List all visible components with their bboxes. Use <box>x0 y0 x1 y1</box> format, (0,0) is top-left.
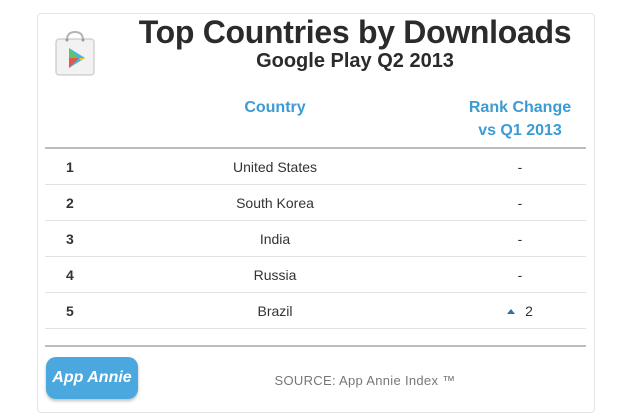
table-row: 3 India - <box>45 221 586 257</box>
table-row: 5 Brazil 2 <box>45 293 586 329</box>
table-row: 4 Russia - <box>45 257 586 293</box>
column-header-country: Country <box>244 99 306 116</box>
column-header-rank-change-line2: vs Q1 2013 <box>478 122 562 139</box>
rank-change: - <box>485 185 555 221</box>
rank-change-value: - <box>517 159 523 175</box>
google-play-bag-icon <box>55 30 95 76</box>
rank-change-value: - <box>517 231 523 247</box>
rank-change-value: - <box>517 195 523 211</box>
country-name: Russia <box>253 267 297 283</box>
up-arrow-icon <box>507 309 516 314</box>
source-note: SOURCE: App Annie Index ™ <box>274 373 456 388</box>
table-top-divider <box>45 147 586 149</box>
rank-number: 2 <box>66 195 74 211</box>
country-name: India <box>259 231 291 247</box>
rank-change: - <box>485 149 555 185</box>
column-header-rank-change: Rank Change vs Q1 2013 <box>455 96 585 142</box>
column-header-rank-change-line1: Rank Change <box>468 99 572 116</box>
country-name: South Korea <box>236 195 314 211</box>
table-row: 1 United States - <box>45 149 586 185</box>
rankings-table: 1 United States - 2 South Korea - 3 Indi… <box>45 149 586 329</box>
rank-number: 1 <box>66 159 74 175</box>
rank-change-value: 2 <box>525 303 533 319</box>
page-title: Top Countries by Downloads <box>138 14 572 50</box>
rank-number: 3 <box>66 231 74 247</box>
page-subtitle: Google Play Q2 2013 <box>256 50 454 72</box>
app-annie-logo: App Annie <box>46 357 138 399</box>
country-name: Brazil <box>257 303 293 319</box>
app-annie-logo-text: App Annie <box>52 369 132 386</box>
rank-change: 2 <box>485 293 555 329</box>
table-bottom-divider <box>45 345 586 347</box>
country-name: United States <box>232 159 318 175</box>
rank-number: 5 <box>66 303 74 319</box>
rank-change-value: - <box>517 267 523 283</box>
rank-change: - <box>485 221 555 257</box>
rank-change: - <box>485 257 555 293</box>
rank-number: 4 <box>66 267 74 283</box>
table-row: 2 South Korea - <box>45 185 586 221</box>
